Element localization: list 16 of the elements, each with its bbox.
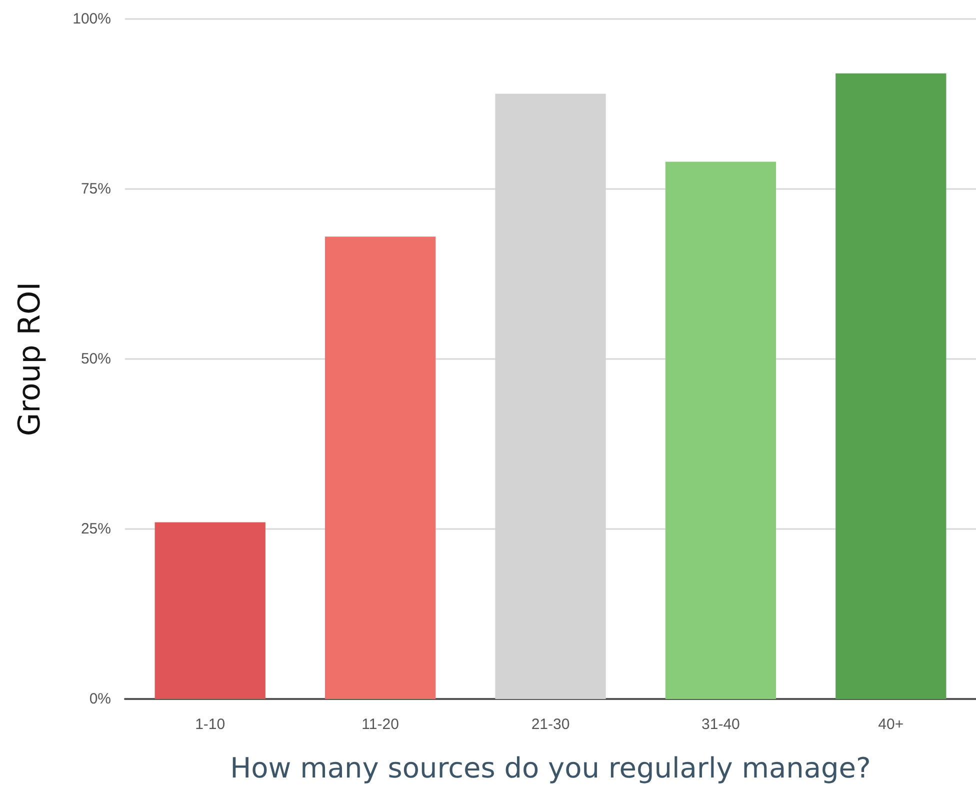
bar xyxy=(665,162,776,699)
x-axis-title: How many sources do you regularly manage? xyxy=(230,752,871,784)
y-tick-label: 100% xyxy=(72,10,111,28)
x-tick-label: 1-10 xyxy=(195,716,226,733)
y-tick-label: 50% xyxy=(80,350,111,368)
x-tick-label: 11-20 xyxy=(362,716,399,733)
bar xyxy=(154,522,266,699)
y-tick-label: 25% xyxy=(80,520,111,538)
x-tick-label: 31-40 xyxy=(702,716,740,733)
x-tick-label: 21-30 xyxy=(531,716,570,733)
x-tick-label: 40+ xyxy=(878,716,904,733)
y-axis-title: Group ROI xyxy=(12,282,48,436)
bar xyxy=(836,73,946,699)
bar xyxy=(324,236,436,699)
y-tick-label: 75% xyxy=(80,180,111,198)
y-tick-label: 0% xyxy=(89,690,111,708)
